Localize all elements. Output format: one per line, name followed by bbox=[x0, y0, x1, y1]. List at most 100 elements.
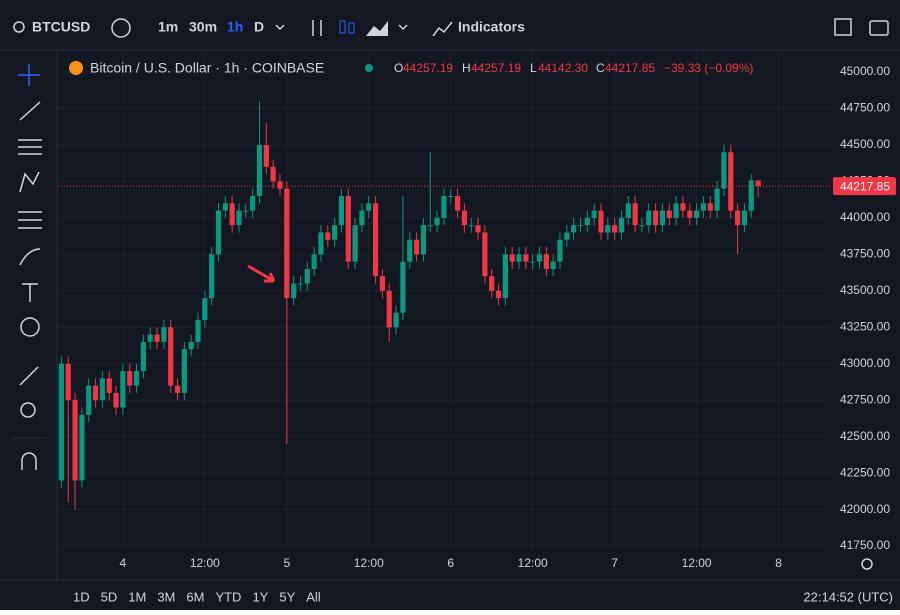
brush-tool[interactable] bbox=[19, 248, 41, 266]
candle-body bbox=[495, 290, 502, 299]
candle-body bbox=[338, 196, 345, 226]
candle-body bbox=[721, 152, 727, 189]
text-tool[interactable] bbox=[22, 283, 38, 302]
interval[interactable]: 1m bbox=[158, 19, 178, 35]
settings-icon[interactable] bbox=[861, 558, 873, 570]
interval[interactable]: D bbox=[254, 19, 264, 35]
candle-body bbox=[133, 371, 140, 386]
candle-body bbox=[236, 210, 242, 226]
dropdown[interactable] bbox=[275, 24, 285, 31]
candle-body bbox=[277, 181, 283, 189]
candle-body bbox=[325, 232, 331, 240]
y-tick-label: 45000.00 bbox=[840, 64, 890, 78]
candle-body bbox=[209, 254, 215, 299]
candle-body bbox=[734, 210, 741, 226]
indicators-icon[interactable] bbox=[432, 21, 453, 37]
range-button[interactable]: 6M bbox=[186, 589, 204, 604]
range-button[interactable]: 1Y bbox=[252, 589, 268, 604]
candle-body bbox=[256, 144, 263, 197]
range-button[interactable]: All bbox=[306, 589, 321, 604]
x-tick-label: 12:00 bbox=[518, 556, 548, 570]
candle-body bbox=[407, 239, 413, 262]
candle-body bbox=[605, 225, 611, 233]
candle-body bbox=[646, 210, 652, 226]
camera-icon[interactable] bbox=[869, 20, 889, 36]
ohlc-label: L bbox=[530, 61, 537, 75]
interval[interactable]: 1h bbox=[227, 19, 243, 35]
candle-body bbox=[99, 378, 105, 401]
measure-tool[interactable] bbox=[18, 211, 42, 229]
candle-body bbox=[618, 217, 625, 233]
y-tick-label: 43750.00 bbox=[840, 247, 890, 261]
candle-body bbox=[72, 400, 78, 481]
change: −39.33 (−0.09%) bbox=[664, 61, 753, 75]
candle-body bbox=[229, 203, 235, 226]
candle-body bbox=[530, 261, 536, 263]
range-button[interactable]: 3M bbox=[157, 589, 175, 604]
status-dot bbox=[365, 64, 373, 72]
candle-body bbox=[741, 210, 748, 226]
crosshair-tool[interactable] bbox=[18, 64, 40, 86]
candles-icon[interactable] bbox=[348, 22, 355, 34]
candle-body bbox=[632, 203, 638, 226]
clock: 22:14:52 (UTC) bbox=[803, 589, 893, 604]
fib-tool[interactable] bbox=[18, 139, 42, 155]
candle-body bbox=[215, 210, 222, 255]
ohlc-value: 44257.19 bbox=[471, 61, 521, 75]
range-button[interactable]: YTD bbox=[215, 589, 241, 604]
x-tick-label: 12:00 bbox=[354, 556, 384, 570]
candle-body bbox=[557, 239, 563, 262]
range-button[interactable]: 1M bbox=[128, 589, 146, 604]
candle-body bbox=[297, 283, 304, 285]
candle-body bbox=[468, 225, 474, 227]
x-tick-label: 4 bbox=[120, 556, 127, 570]
candle-body bbox=[400, 261, 406, 313]
candle-body bbox=[379, 276, 386, 291]
magnet-tool[interactable] bbox=[21, 452, 37, 470]
indicators[interactable]: Indicators bbox=[458, 19, 525, 35]
candle-body bbox=[666, 210, 672, 218]
candle-body bbox=[372, 203, 379, 277]
candle-body bbox=[659, 210, 666, 226]
candle-body bbox=[516, 254, 522, 262]
add-icon[interactable] bbox=[111, 18, 131, 38]
candle-body bbox=[270, 166, 276, 182]
fullscreen-icon[interactable] bbox=[834, 18, 852, 36]
range-button[interactable]: 5D bbox=[101, 589, 118, 604]
pattern-tool[interactable] bbox=[19, 171, 40, 193]
candle-body bbox=[728, 152, 734, 211]
emoji-tool[interactable] bbox=[20, 317, 40, 337]
range-button[interactable]: 5Y bbox=[279, 589, 295, 604]
candle-body bbox=[127, 371, 133, 386]
candle-body bbox=[489, 276, 495, 291]
range-button[interactable]: 1D bbox=[73, 589, 90, 604]
candle-body bbox=[639, 225, 645, 227]
candle-body bbox=[584, 217, 590, 226]
candle-body bbox=[161, 327, 167, 342]
candle-body bbox=[550, 261, 556, 269]
zoom-tool[interactable] bbox=[20, 402, 36, 418]
candles-icon[interactable] bbox=[339, 20, 346, 34]
dropdown[interactable] bbox=[398, 24, 408, 31]
bars-icon[interactable] bbox=[312, 20, 322, 36]
ohlc-label: H bbox=[462, 61, 471, 75]
candle-body bbox=[284, 188, 290, 299]
ohlc-value: 44217.85 bbox=[605, 61, 655, 75]
candle-body bbox=[58, 363, 65, 481]
ohlc-label: O bbox=[394, 61, 403, 75]
y-tick-label: 42500.00 bbox=[840, 429, 890, 443]
y-tick-label: 44000.00 bbox=[840, 210, 890, 224]
candle-body bbox=[536, 254, 543, 262]
candle-body bbox=[694, 210, 700, 218]
ruler-tool[interactable] bbox=[19, 366, 39, 386]
candle-body bbox=[434, 217, 440, 226]
search-icon[interactable] bbox=[13, 21, 25, 33]
interval[interactable]: 30m bbox=[189, 19, 217, 35]
price-label: 44217.85 bbox=[840, 179, 890, 193]
candle-body bbox=[86, 385, 92, 415]
area-icon[interactable] bbox=[366, 21, 388, 36]
symbol[interactable]: BTCUSD bbox=[32, 19, 90, 35]
line-tool[interactable] bbox=[19, 101, 41, 121]
